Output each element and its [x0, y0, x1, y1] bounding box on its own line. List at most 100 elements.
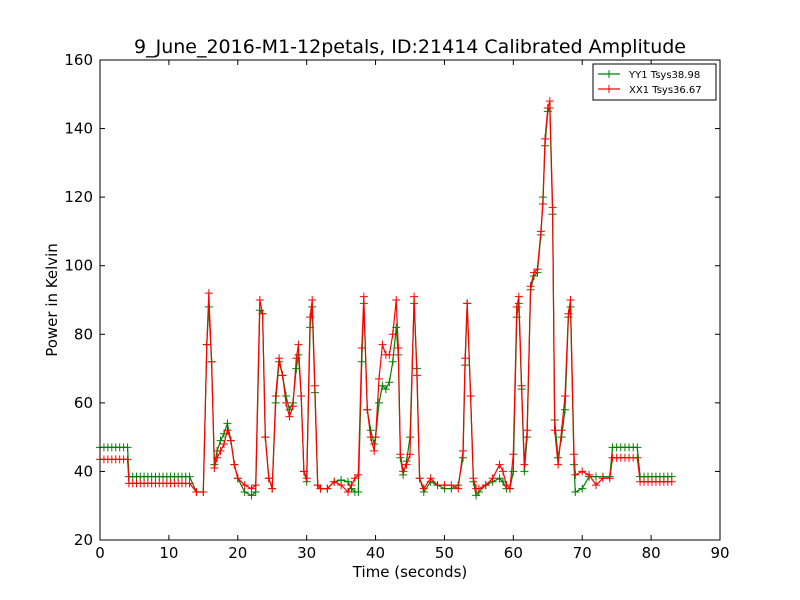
- data-point-marker: [306, 313, 315, 322]
- data-point-marker: [302, 474, 311, 483]
- data-point-marker: [213, 453, 222, 462]
- y-axis-ticks: 20 40 60 80 100 120 140 160: [64, 51, 720, 549]
- data-point-marker: [199, 488, 208, 496]
- data-point-marker: [223, 419, 232, 428]
- plot-area: [96, 97, 676, 500]
- data-point-marker: [426, 474, 435, 483]
- data-point-marker: [330, 477, 339, 486]
- data-point-marker: [350, 474, 359, 483]
- data-point-marker: [310, 381, 319, 390]
- data-point-marker: [410, 292, 419, 301]
- data-point-marker: [402, 460, 411, 469]
- x-tick-label: 90: [710, 544, 729, 562]
- y-tick-label: 20: [74, 531, 93, 549]
- data-point-marker: [454, 484, 463, 493]
- data-point-marker: [550, 426, 559, 435]
- data-point-marker: [520, 460, 529, 469]
- data-point-marker: [363, 405, 372, 414]
- data-point-marker: [226, 436, 235, 445]
- data-point-marker: [509, 467, 518, 476]
- data-point-marker: [264, 474, 273, 483]
- data-point-marker: [517, 381, 526, 390]
- data-point-marker: [419, 484, 428, 493]
- data-point-marker: [210, 464, 219, 472]
- data-point-marker: [474, 484, 483, 493]
- y-tick-label: 60: [74, 394, 93, 412]
- data-point-marker: [585, 470, 594, 479]
- data-point-marker: [523, 426, 532, 435]
- data-point-marker: [392, 296, 401, 304]
- data-point-marker: [220, 440, 228, 448]
- data-point-marker: [357, 344, 366, 352]
- data-point-marker: [533, 265, 542, 274]
- data-point-marker: [344, 488, 352, 496]
- x-tick-label: 0: [95, 544, 105, 562]
- data-point-marker: [667, 477, 676, 486]
- data-point-marker: [526, 282, 535, 291]
- x-axis-label: Time (seconds): [352, 563, 468, 581]
- data-point-marker: [282, 398, 290, 407]
- legend-label: YY1 Tsys38.98: [628, 70, 700, 81]
- data-point-marker: [354, 488, 363, 496]
- data-point-marker: [633, 443, 642, 452]
- data-point-marker: [459, 446, 468, 455]
- data-point-marker: [495, 460, 504, 469]
- data-point-marker: [268, 484, 277, 493]
- data-point-marker: [347, 481, 356, 490]
- data-point-marker: [240, 488, 249, 496]
- data-point-marker: [598, 474, 607, 483]
- legend-box: [592, 63, 717, 101]
- data-point-marker: [247, 484, 256, 493]
- data-point-marker: [192, 488, 201, 496]
- data-point-marker: [481, 481, 490, 490]
- data-point-marker: [261, 433, 270, 442]
- data-point-marker: [375, 374, 383, 383]
- chart-title: 9_June_2016-M1-12petals, ID:21414 Calibr…: [134, 36, 686, 58]
- x-tick-label: 80: [642, 544, 661, 562]
- data-point-marker: [543, 104, 552, 112]
- data-point-marker: [185, 472, 194, 481]
- legend-item: XX1 Tsys36.67: [598, 85, 702, 96]
- y-tick-label: 100: [64, 257, 93, 275]
- data-point-marker: [294, 340, 303, 349]
- data-point-marker: [520, 467, 529, 476]
- y-tick-label: 80: [74, 325, 93, 343]
- data-point-marker: [381, 385, 390, 394]
- data-point-marker: [502, 481, 511, 490]
- data-point-marker: [271, 392, 280, 400]
- data-point-marker: [495, 474, 504, 483]
- data-point-marker: [571, 470, 580, 479]
- data-point-marker: [571, 488, 580, 496]
- data-point-marker: [216, 436, 225, 445]
- data-point-marker: [371, 433, 380, 442]
- data-point-marker: [566, 296, 575, 304]
- data-point-marker: [308, 296, 317, 304]
- data-point-marker: [185, 479, 194, 488]
- data-point-marker: [378, 381, 387, 390]
- data-point-marker: [561, 392, 569, 400]
- data-point-marker: [323, 484, 332, 493]
- x-tick-label: 60: [504, 544, 523, 562]
- series-1: [96, 104, 676, 500]
- data-point-marker: [275, 354, 284, 363]
- data-point-marker: [415, 474, 424, 483]
- data-point-marker: [433, 481, 442, 490]
- data-point-marker: [499, 467, 507, 476]
- series-line: [100, 105, 672, 497]
- data-point-marker: [412, 371, 421, 380]
- data-point-marker: [512, 302, 521, 311]
- data-point-marker: [251, 488, 260, 496]
- data-point-marker: [385, 350, 394, 359]
- data-point-marker: [440, 481, 449, 490]
- data-point-marker: [233, 474, 242, 483]
- y-tick-label: 140: [64, 120, 93, 138]
- data-point-marker: [514, 292, 523, 301]
- data-point-marker: [251, 481, 260, 490]
- data-point-marker: [223, 426, 232, 435]
- data-point-marker: [388, 330, 397, 339]
- y-tick-label: 160: [64, 51, 93, 69]
- data-point-marker: [548, 203, 557, 212]
- data-point-marker: [488, 474, 497, 483]
- data-point-marker: [207, 357, 216, 366]
- data-point-marker: [337, 481, 346, 490]
